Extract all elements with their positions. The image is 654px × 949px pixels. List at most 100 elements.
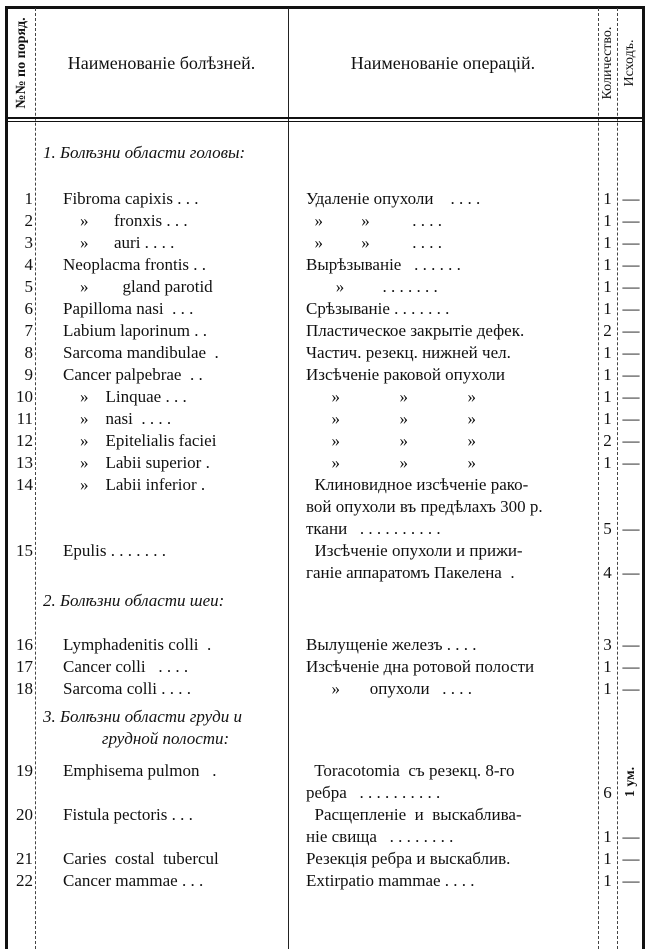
row-number: 6 [24, 299, 34, 318]
disease-name: » gland parotid [63, 277, 213, 296]
row-number: 3 [24, 233, 34, 252]
operation-line: Клиновидное изсѣченіе рако- [306, 475, 529, 494]
outcome: — [617, 254, 645, 276]
outcome: — [617, 408, 645, 430]
outcome-value: — [622, 321, 640, 340]
outcome: — [617, 430, 645, 452]
table-row: 3 » auri . . . . » » . . . . 1 — [8, 232, 645, 254]
disease-name: Cancer palpebrae . . [63, 365, 203, 384]
quantity-value: 1 [603, 365, 612, 384]
row-number: 15 [16, 541, 33, 560]
quantity-value: 1 [603, 211, 612, 230]
outcome: — [617, 320, 645, 342]
disease-name: » fronxis . . . [63, 211, 188, 230]
table-row: 5 » gland parotid » . . . . . . . 1 — [8, 276, 645, 298]
quantity-value: 2 [603, 431, 612, 450]
disease-name: Caries costal tubercul [63, 849, 219, 868]
operation-line: » » » [306, 387, 477, 406]
outcome: — [617, 656, 645, 678]
outcome: 1 ум. [617, 760, 645, 804]
disease-name: » auri . . . . [63, 233, 175, 252]
row-number: 13 [16, 453, 33, 472]
operation-name: » » » [288, 452, 598, 474]
quantity: 1 [598, 210, 617, 232]
operation-line: Резекція ребра и выскаблив. [306, 849, 511, 868]
outcome: — [617, 342, 645, 364]
row-number: 12 [16, 431, 33, 450]
quantity: 1 [598, 254, 617, 276]
quantity-value: 1 [603, 255, 612, 274]
outcome: — [617, 232, 645, 254]
operation-name: Изсѣченіе дна ротовой полости [288, 656, 598, 678]
section-title: грудной полости: [101, 729, 230, 748]
operation-name: » » » [288, 408, 598, 430]
table-row: 22 Cancer mammae . . . Extirpatio mammae .… [8, 870, 645, 892]
row-number: 11 [16, 409, 33, 428]
operation-line: ребра . . . . . . . . . . [306, 783, 441, 802]
disease-name: Fibroma capixis . . . [63, 189, 199, 208]
operation-line: » » » [306, 431, 477, 450]
operation-name: Вырѣзываніе . . . . . . [288, 254, 598, 276]
row-number: 19 [16, 761, 33, 780]
outcome: — [617, 452, 645, 474]
header-outcome: Исходъ. [622, 39, 637, 87]
header-rule [5, 117, 645, 119]
operation-name: Toracotomia съ резекц. 8-го ребра . . . .… [288, 760, 598, 804]
operation-name: » » » [288, 386, 598, 408]
operation-name: Резекція ребра и выскаблив. [288, 848, 598, 870]
outcome-value: — [622, 299, 640, 318]
operation-line: Изсѣченіе дна ротовой полости [306, 657, 535, 676]
operation-line: Вылущеніе железъ . . . . [306, 635, 477, 654]
quantity: 1 [598, 678, 617, 700]
header-operation: Наименованіе операцій. [350, 52, 536, 73]
outcome-value: — [622, 343, 640, 362]
outcome: — [617, 870, 645, 892]
table-row: 21 Caries costal tubercul Резекція ребра и… [8, 848, 645, 870]
column-divider [617, 8, 618, 949]
operation-line: ткани . . . . . . . . . . [306, 519, 441, 538]
outcome-value: — [622, 255, 640, 274]
disease-name: Papilloma nasi . . . [63, 299, 194, 318]
disease-name: Cancer mammae . . . [63, 871, 204, 890]
outcome: — [617, 540, 645, 584]
row-number: 2 [24, 211, 34, 230]
disease-name: Epulis . . . . . . . [63, 541, 166, 560]
section-heading: 3. Болѣзни области груди и грудной полост… [8, 706, 645, 750]
table-row: 6 Papilloma nasi . . . Срѣзываніе . . . . … [8, 298, 645, 320]
outcome-value: — [622, 657, 640, 676]
quantity-value: 1 [603, 277, 612, 296]
operation-line: » опухоли . . . . [306, 679, 473, 698]
quantity-value: 1 [603, 189, 612, 208]
operation-line: Срѣзываніе . . . . . . . [306, 299, 450, 318]
disease-name: » Labii inferior . [63, 475, 206, 494]
operation-line: вой опухоли въ предѣлахъ 300 р. [306, 497, 543, 516]
operation-line: Изсѣченіе раковой опухоли [306, 365, 505, 384]
quantity-value: 1 [603, 827, 612, 846]
table-row: 14 » Labii inferior . Клиновидное изсѣче… [8, 474, 645, 540]
outcome: — [617, 364, 645, 386]
row-number: 18 [16, 679, 33, 698]
section-heading: 1. Болѣзни области головы: [8, 142, 645, 164]
outcome-value: — [622, 849, 640, 868]
row-number: 16 [16, 635, 33, 654]
outcome: — [617, 804, 645, 848]
outcome-value: — [622, 431, 640, 450]
disease-name: Cancer colli . . . . [63, 657, 189, 676]
quantity: 1 [598, 408, 617, 430]
outcome: — [617, 474, 645, 540]
operation-line: » » » [306, 453, 477, 472]
quantity: 1 [598, 342, 617, 364]
table-row: 7 Labium laporinum . . Пластическое закрыт… [8, 320, 645, 342]
header-disease: Наименованіе болѣзней. [67, 52, 256, 73]
column-divider [288, 8, 289, 949]
quantity: 1 [598, 364, 617, 386]
operation-line: Вырѣзываніе . . . . . . [306, 255, 461, 274]
quantity-value: 2 [603, 321, 612, 340]
quantity-value: 1 [603, 453, 612, 472]
disease-name: Lymphadenitis colli . [63, 635, 212, 654]
table-row: 17 Cancer colli . . . . Изсѣченіе дна рото… [8, 656, 645, 678]
outcome: — [617, 210, 645, 232]
disease-name: Emphisema pulmon . [63, 761, 217, 780]
quantity: 6 [598, 760, 617, 804]
row-number: 10 [16, 387, 33, 406]
